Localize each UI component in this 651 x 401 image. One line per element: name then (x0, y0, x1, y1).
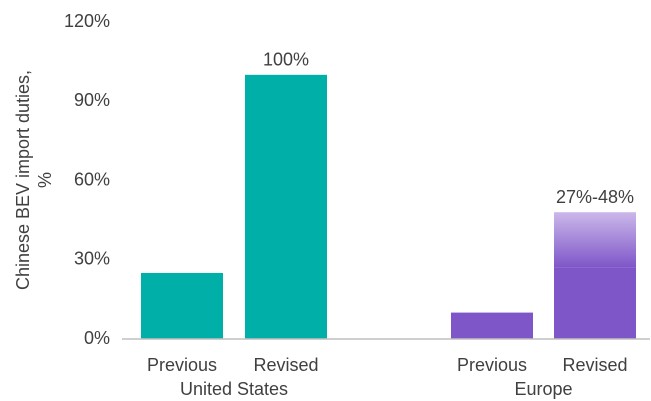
y-axis-title-line: Chinese BEV import duties, (13, 70, 33, 290)
bar (141, 272, 223, 339)
y-tick-label: 60% (74, 169, 110, 189)
y-axis-title: Chinese BEV import duties, % (13, 70, 55, 290)
bar (245, 74, 327, 339)
group-label: United States (180, 379, 288, 399)
y-tick-label: 0% (84, 328, 110, 348)
x-tick-label: Revised (562, 355, 627, 375)
group-label: Europe (514, 379, 572, 399)
y-tick-label: 90% (74, 90, 110, 110)
x-tick-label: Previous (457, 355, 527, 375)
bar (554, 267, 636, 339)
x-tick-label: Previous (147, 355, 217, 375)
y-tick-label: 120% (64, 11, 110, 31)
y-axis-title-line: % (35, 172, 55, 188)
x-tick-label: Revised (253, 355, 318, 375)
y-tick-label: 30% (74, 249, 110, 269)
value-label: 27%-48% (556, 187, 634, 207)
bar (451, 312, 533, 339)
value-label: 100% (263, 50, 309, 70)
bar-range (554, 212, 636, 268)
